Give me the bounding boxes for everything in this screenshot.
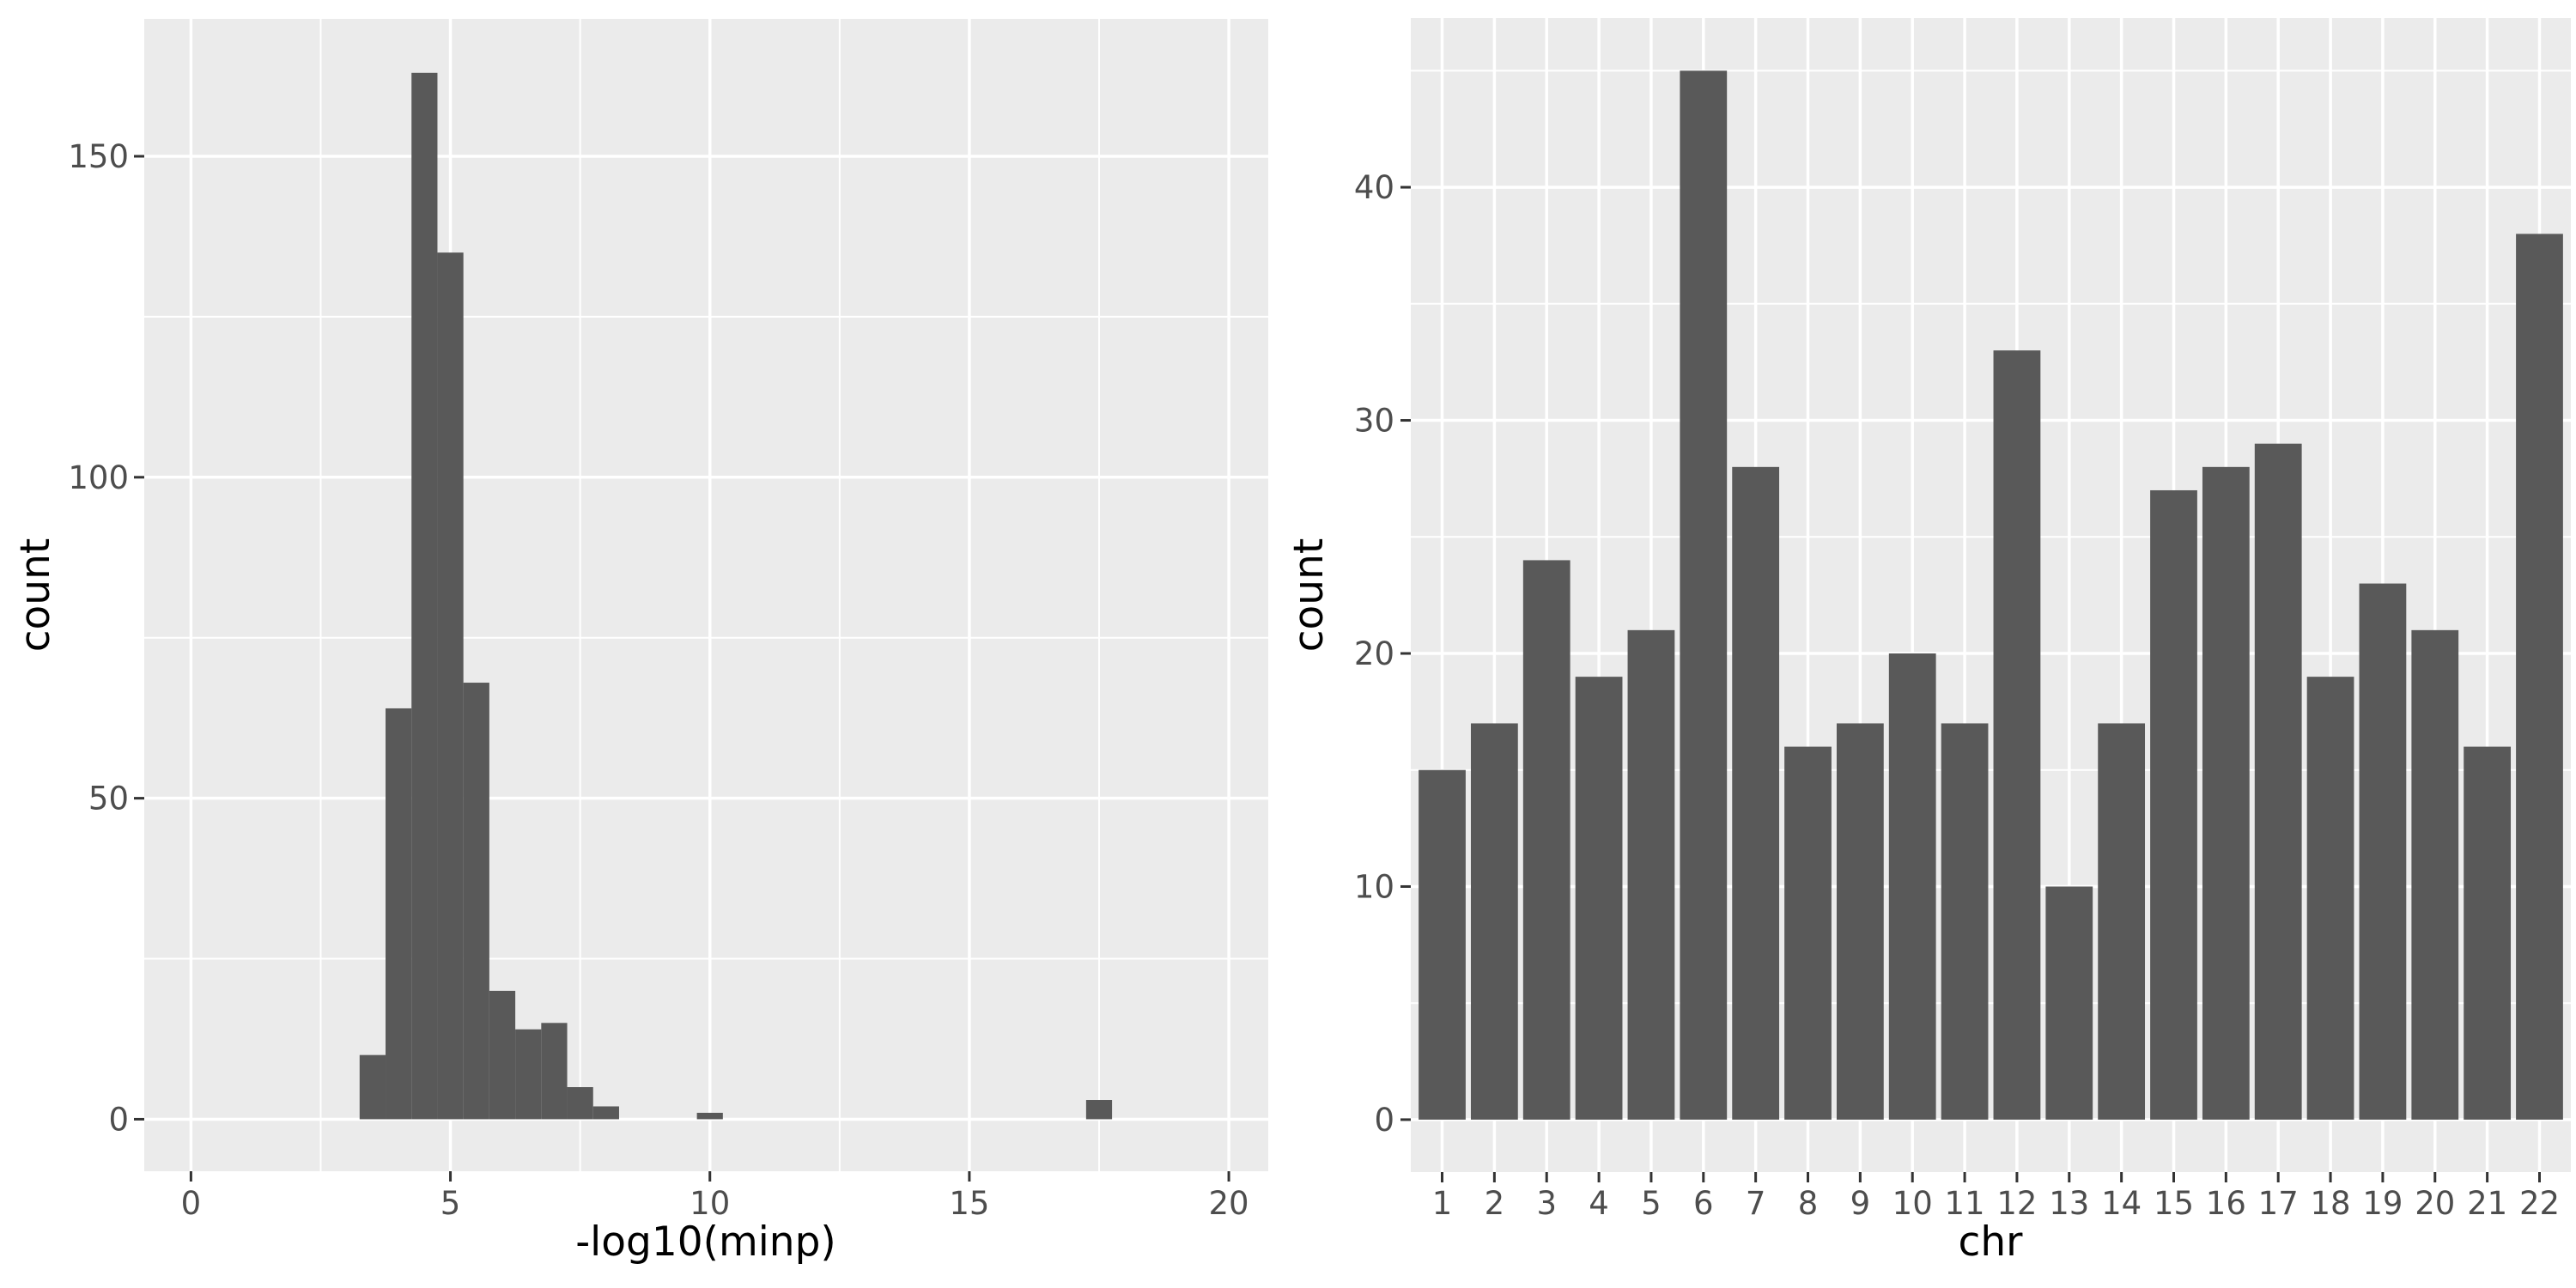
y-tick-label: 50 xyxy=(88,781,129,817)
bar-bin-4.5 xyxy=(411,72,438,1120)
bar-chr-11 xyxy=(1941,723,1989,1120)
x-tick-label: 1 xyxy=(1432,1185,1453,1222)
y-tick-label: 0 xyxy=(1374,1102,1394,1139)
y-tick-label: 150 xyxy=(68,138,129,175)
bar-chr-19 xyxy=(2359,583,2407,1120)
bar-bin-17.5 xyxy=(1085,1100,1113,1120)
x-tick-label: 4 xyxy=(1589,1185,1609,1222)
bar-bin-3.5 xyxy=(359,1054,386,1120)
x-axis-title-left: -log10(minp) xyxy=(575,1218,836,1266)
x-tick-label: 10 xyxy=(1893,1185,1933,1222)
x-tick-label: 0 xyxy=(181,1185,202,1222)
bar-chr-9 xyxy=(1836,723,1884,1120)
bar-chr-20 xyxy=(2411,629,2459,1120)
histogram-minp-plot: 0 50 100 150 0 5 10 15 20 -log10(minp) count xyxy=(12,19,1268,1266)
x-tick-label: 9 xyxy=(1850,1185,1871,1222)
x-tick-label: 5 xyxy=(440,1185,461,1222)
bar-chr-4 xyxy=(1575,677,1623,1120)
bar-bin-4 xyxy=(386,708,412,1120)
panel-background xyxy=(144,19,1268,1171)
x-tick-label: 19 xyxy=(2362,1185,2403,1222)
histogram-minp-dynamic-layer: 0 50 100 150 0 5 10 15 20 xyxy=(68,19,1268,1222)
x-tick-label: 13 xyxy=(2049,1185,2089,1222)
bar-chr-6 xyxy=(1680,70,1728,1120)
bar-bin-7.5 xyxy=(567,1087,593,1120)
bar-bin-10 xyxy=(696,1112,723,1120)
bar-chr-13 xyxy=(2045,886,2093,1120)
bar-chr-5 xyxy=(1627,629,1675,1120)
x-tick-label: 6 xyxy=(1693,1185,1714,1222)
x-tick-label: 2 xyxy=(1485,1185,1505,1222)
y-tick-label: 40 xyxy=(1354,169,1394,206)
y-tick-label: 10 xyxy=(1354,868,1394,905)
bar-chr-3 xyxy=(1522,560,1571,1120)
bar-chr-22 xyxy=(2516,234,2563,1120)
y-tick-label: 0 xyxy=(108,1101,129,1138)
bar-chr-7 xyxy=(1732,466,1780,1120)
x-tick-label: 12 xyxy=(1996,1185,2037,1222)
y-axis-title-right: count xyxy=(1288,538,1333,653)
bar-chr-8 xyxy=(1784,746,1832,1120)
x-axis-title-right: chr xyxy=(1959,1218,2024,1266)
bar-chr-15 xyxy=(2150,489,2197,1120)
x-tick-label: 16 xyxy=(2206,1185,2246,1222)
x-tick-label: 17 xyxy=(2258,1185,2299,1222)
bar-chr-2 xyxy=(1470,723,1518,1120)
y-axis-title-left: count xyxy=(12,538,59,653)
bar-bin-7 xyxy=(541,1023,568,1120)
x-tick-label: 7 xyxy=(1746,1185,1766,1222)
bar-bin-5.5 xyxy=(463,683,489,1120)
x-tick-label: 10 xyxy=(690,1185,730,1222)
x-tick-label: 22 xyxy=(2519,1185,2560,1222)
bar-bin-6.5 xyxy=(515,1029,542,1120)
x-tick-label: 8 xyxy=(1798,1185,1819,1222)
y-tick-label: 30 xyxy=(1354,403,1394,440)
x-tick-label: 18 xyxy=(2311,1185,2351,1222)
x-tick-label: 21 xyxy=(2467,1185,2507,1222)
x-tick-label: 5 xyxy=(1641,1185,1662,1222)
y-tick-label: 100 xyxy=(68,459,129,496)
bar-bin-6 xyxy=(489,990,516,1120)
x-tick-label: 3 xyxy=(1536,1185,1557,1222)
bar-chr-14 xyxy=(2098,723,2146,1120)
x-tick-label: 14 xyxy=(2101,1185,2142,1222)
bar-chr-16 xyxy=(2202,466,2250,1120)
bar-chr-17 xyxy=(2254,443,2302,1120)
bar-chr-21 xyxy=(2464,746,2512,1120)
bar-chr-18 xyxy=(2306,677,2354,1120)
x-tick-label: 15 xyxy=(949,1185,989,1222)
bar-chr-10 xyxy=(1888,653,1936,1120)
y-tick-label: 20 xyxy=(1354,635,1394,672)
x-tick-label: 20 xyxy=(2415,1185,2455,1222)
x-tick-label: 20 xyxy=(1209,1185,1249,1222)
x-tick-label: 11 xyxy=(1945,1185,1985,1222)
x-tick-label: 15 xyxy=(2154,1185,2194,1222)
bar-bin-5 xyxy=(437,252,464,1120)
bar-chr-12 xyxy=(1993,350,2041,1120)
bar-bin-8 xyxy=(592,1106,619,1120)
bar-chr-1 xyxy=(1419,769,1466,1120)
